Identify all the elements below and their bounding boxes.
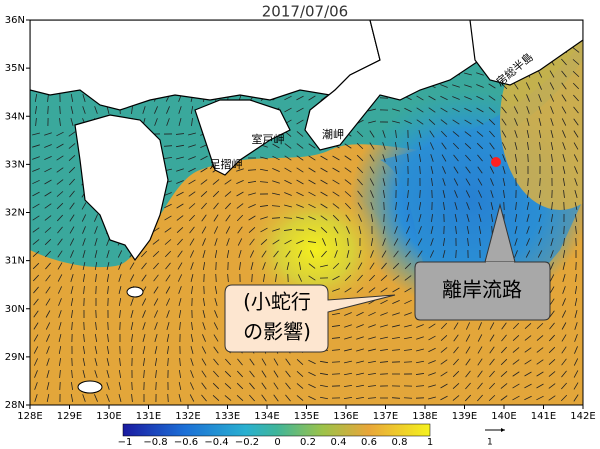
lon-label: 141E xyxy=(531,411,556,422)
colorbar-label: −1 xyxy=(118,437,133,448)
lon-label: 134E xyxy=(254,411,279,422)
island xyxy=(77,380,103,394)
lon-label: 138E xyxy=(412,411,437,422)
lon-label: 139E xyxy=(452,411,477,422)
map-field xyxy=(30,20,583,405)
colorbar-label: 0.8 xyxy=(392,437,408,448)
lat-label: 31N xyxy=(5,256,25,267)
colorbar-label: −0.6 xyxy=(174,437,198,448)
lon-label: 128E xyxy=(17,411,42,422)
axis-labels: 128E 129E 130E 131E 132E 133E 134E 135E 136E 137E… xyxy=(5,15,596,448)
vector-scale-head xyxy=(501,428,505,432)
lon-label: 135E xyxy=(294,411,319,422)
callout-text: 離岸流路 xyxy=(442,278,522,302)
colorbar-label: −0.2 xyxy=(235,437,259,448)
land-kyushu xyxy=(74,114,169,262)
lat-label: 36N xyxy=(5,15,25,26)
colorbar xyxy=(122,423,431,437)
callout-offshore xyxy=(414,203,551,321)
land-kanto xyxy=(469,20,583,86)
colorbar-label: −0.4 xyxy=(204,437,228,448)
colorbar-label: 0.4 xyxy=(331,437,347,448)
callout-text: (小蛇行 xyxy=(243,290,311,314)
lon-label: 137E xyxy=(373,411,398,422)
callout-text: の影響) xyxy=(243,320,311,344)
lat-label: 29N xyxy=(5,352,25,363)
lon-label: 133E xyxy=(215,411,240,422)
callout-meander xyxy=(224,284,396,353)
land-kii xyxy=(304,20,481,151)
station-marker xyxy=(491,157,501,167)
colorbar-label: 0.6 xyxy=(361,437,377,448)
lon-label: 132E xyxy=(175,411,200,422)
vector-scale-label: 1 xyxy=(487,438,493,448)
lon-label: 130E xyxy=(96,411,121,422)
lon-label: 142E xyxy=(570,411,595,422)
lat-label: 34N xyxy=(5,111,25,122)
colorbar-label: 0.2 xyxy=(300,437,316,448)
lat-label: 32N xyxy=(5,208,25,219)
map-title: 2017/07/06 xyxy=(262,3,348,21)
lon-label: 140E xyxy=(491,411,516,422)
lon-label: 136E xyxy=(333,411,358,422)
lat-label: 30N xyxy=(5,304,25,315)
lon-label: 129E xyxy=(57,411,82,422)
island xyxy=(126,286,144,298)
lat-label: 28N xyxy=(5,400,25,411)
place-label: 足摺岬 xyxy=(210,157,243,171)
land-shikoku xyxy=(194,99,291,176)
colorbar-label: 0 xyxy=(274,437,280,448)
colorbar-label: −0.8 xyxy=(143,437,167,448)
lat-label: 35N xyxy=(5,63,25,74)
place-label: 室戸岬 xyxy=(252,132,285,146)
place-label: 潮岬 xyxy=(322,127,344,141)
lon-label: 131E xyxy=(136,411,161,422)
colorbar-label: 1 xyxy=(427,437,433,448)
lat-label: 33N xyxy=(5,159,25,170)
